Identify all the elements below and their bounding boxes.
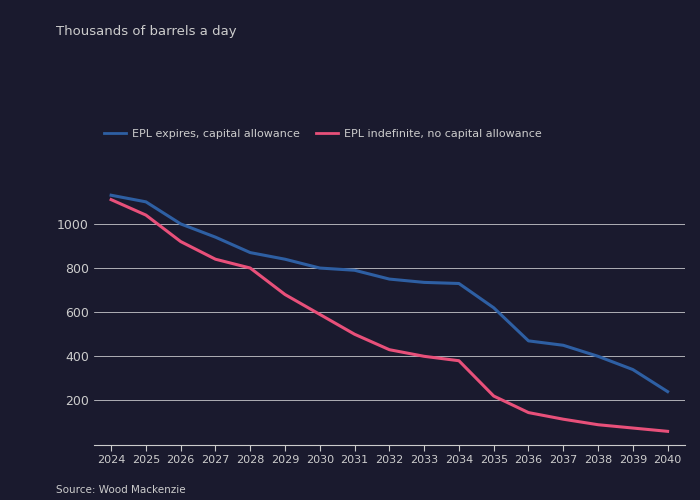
EPL expires, capital allowance (629, 366, 637, 372)
EPL expires, capital allowance (489, 305, 498, 311)
EPL indefinite, no capital allowance (316, 312, 324, 318)
Line: EPL indefinite, no capital allowance: EPL indefinite, no capital allowance (111, 200, 668, 432)
EPL indefinite, no capital allowance (281, 292, 289, 298)
EPL indefinite, no capital allowance (141, 212, 150, 218)
EPL indefinite, no capital allowance (211, 256, 220, 262)
EPL expires, capital allowance (246, 250, 254, 256)
EPL expires, capital allowance (141, 199, 150, 205)
EPL indefinite, no capital allowance (246, 265, 254, 271)
EPL expires, capital allowance (211, 234, 220, 240)
EPL indefinite, no capital allowance (594, 422, 602, 428)
EPL expires, capital allowance (351, 268, 359, 274)
EPL expires, capital allowance (385, 276, 393, 282)
EPL indefinite, no capital allowance (107, 196, 116, 202)
EPL expires, capital allowance (559, 342, 568, 348)
EPL expires, capital allowance (524, 338, 533, 344)
EPL expires, capital allowance (107, 192, 116, 198)
EPL indefinite, no capital allowance (420, 354, 428, 360)
EPL expires, capital allowance (316, 265, 324, 271)
EPL indefinite, no capital allowance (489, 393, 498, 399)
EPL indefinite, no capital allowance (176, 238, 185, 244)
Legend: EPL expires, capital allowance, EPL indefinite, no capital allowance: EPL expires, capital allowance, EPL inde… (99, 124, 546, 144)
Text: Thousands of barrels a day: Thousands of barrels a day (56, 25, 237, 38)
EPL expires, capital allowance (281, 256, 289, 262)
EPL indefinite, no capital allowance (664, 428, 672, 434)
Line: EPL expires, capital allowance: EPL expires, capital allowance (111, 195, 668, 392)
EPL indefinite, no capital allowance (455, 358, 463, 364)
EPL expires, capital allowance (420, 280, 428, 285)
EPL indefinite, no capital allowance (524, 410, 533, 416)
EPL indefinite, no capital allowance (629, 425, 637, 431)
EPL expires, capital allowance (455, 280, 463, 286)
EPL expires, capital allowance (594, 354, 602, 360)
Text: Source: Wood Mackenzie: Source: Wood Mackenzie (56, 485, 186, 495)
EPL expires, capital allowance (176, 221, 185, 227)
EPL indefinite, no capital allowance (351, 331, 359, 337)
EPL indefinite, no capital allowance (559, 416, 568, 422)
EPL expires, capital allowance (664, 388, 672, 394)
EPL indefinite, no capital allowance (385, 346, 393, 352)
